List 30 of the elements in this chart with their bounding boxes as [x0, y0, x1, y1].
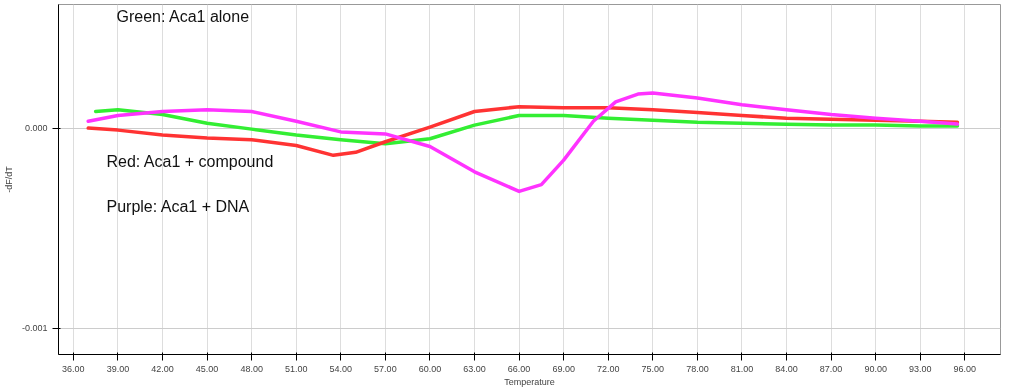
x-tick-label: 63.00	[463, 363, 486, 374]
x-tick-label: 66.00	[507, 363, 531, 374]
x-tick-label: 84.00	[775, 363, 798, 374]
x-tick-label: 51.00	[284, 363, 308, 374]
line-series	[93, 107, 960, 146]
line-series	[86, 91, 960, 194]
annotation: Purple: Aca1 + DNA	[106, 197, 250, 215]
x-tick-label: 39.00	[106, 363, 130, 374]
y-tick-label: -0.001	[21, 323, 48, 334]
x-tick-label: 48.00	[240, 363, 263, 374]
x-axis-title: Temperature	[504, 376, 555, 387]
annotation: Green: Aca1 alone	[116, 7, 250, 25]
x-tick-label: 69.00	[552, 363, 575, 374]
x-tick-label: 75.00	[641, 363, 665, 374]
x-tick-label: 42.00	[151, 363, 174, 374]
x-tick-label: 96.00	[953, 363, 977, 374]
x-tick-label: 90.00	[864, 363, 887, 374]
x-tick-label: 78.00	[686, 363, 709, 374]
x-tick-label: 60.00	[418, 363, 442, 374]
x-tick-label: 57.00	[374, 363, 397, 374]
x-tick-label: 93.00	[909, 363, 932, 374]
x-tick-label: 87.00	[819, 363, 843, 374]
x-tick-label: 81.00	[730, 363, 754, 374]
x-tick-label: 36.00	[62, 363, 85, 374]
x-tick-label: 45.00	[195, 363, 219, 374]
x-tick-label: 72.00	[596, 363, 620, 374]
y-axis-title: -dF/dT	[3, 165, 14, 193]
y-tick-label: 0.000	[24, 123, 48, 134]
annotation: Red: Aca1 + compound	[106, 152, 274, 170]
x-tick-label: 54.00	[329, 363, 353, 374]
